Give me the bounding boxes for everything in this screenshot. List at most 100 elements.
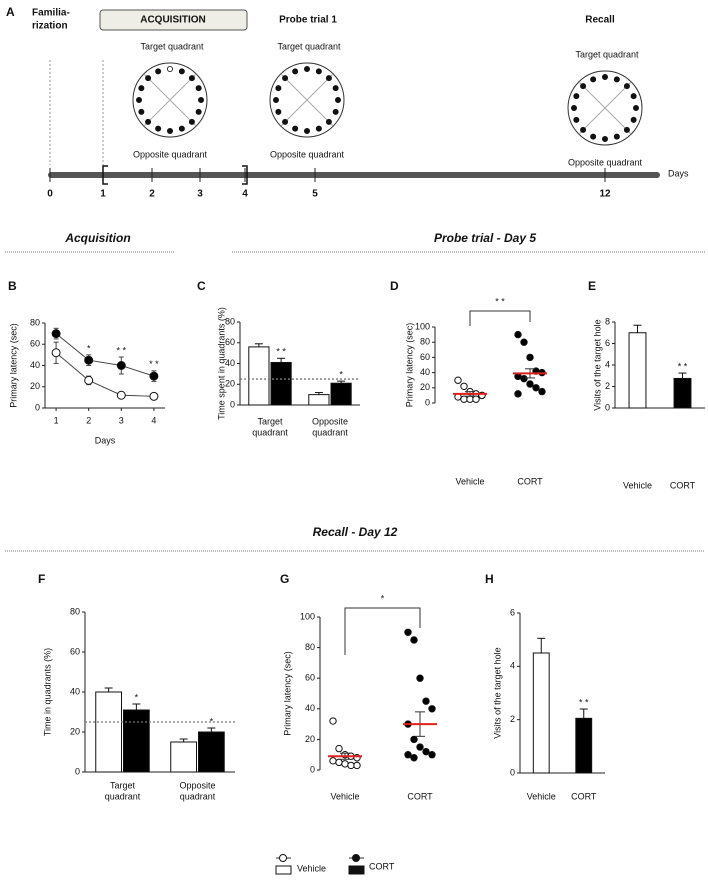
y-tick-label: 40: [30, 360, 40, 370]
maze-hole: [325, 75, 332, 82]
y-tick-label: 40: [225, 358, 235, 368]
x-tick-label: quadrant: [312, 427, 348, 437]
maze-hole: [630, 116, 637, 123]
significance-bracket: [469, 310, 531, 326]
data-point: [422, 747, 430, 756]
data-point: [84, 375, 94, 385]
bar: [170, 741, 197, 773]
significance: * *: [579, 697, 589, 707]
maze-hole: [166, 66, 173, 73]
axis-label: Days: [668, 168, 689, 178]
maze-hole: [292, 125, 299, 132]
day-label: 4: [242, 189, 248, 200]
maze-hole: [580, 83, 587, 90]
panel-label: B: [8, 279, 17, 293]
data-point: [51, 348, 61, 358]
x-tick-label: Opposite: [312, 416, 348, 426]
panel-label: F: [38, 572, 45, 586]
maze-hole: [303, 127, 310, 134]
bar: [308, 394, 330, 406]
section-title: Acquisition: [64, 231, 130, 245]
section-title: Recall - Day 12: [313, 525, 398, 539]
maze-hole: [573, 116, 580, 123]
maze-label: Opposite quadrant: [270, 149, 345, 159]
maze-hole: [138, 108, 145, 115]
maze-hole: [315, 125, 322, 132]
stage-label: Familia-: [32, 8, 70, 19]
y-tick-label: 80: [420, 337, 430, 347]
y-tick-label: 40: [420, 367, 430, 377]
maze-hole: [613, 133, 620, 140]
y-axis-label: Time in quadrants (%): [42, 648, 52, 736]
data-point: [460, 382, 468, 390]
maze-hole: [155, 68, 162, 75]
maze-hole: [155, 125, 162, 132]
stage-label: Probe trial 1: [279, 15, 337, 26]
x-tick-label: CORT: [670, 480, 696, 490]
maze-label: Target quadrant: [277, 41, 341, 51]
maze-hole: [188, 118, 195, 125]
y-axis-label: Visits of the target hole: [592, 319, 602, 410]
stage-label: ACQUISITION: [140, 15, 206, 26]
maze-hole: [178, 125, 185, 132]
y-tick-label: 0: [310, 764, 315, 774]
series-line: [55, 352, 154, 397]
y-tick-label: 80: [225, 316, 235, 326]
maze-hole: [630, 93, 637, 100]
y-tick-label: 0: [510, 767, 515, 777]
maze-hole: [135, 97, 142, 104]
data-point: [353, 761, 361, 770]
data-point: [410, 735, 418, 744]
data-point: [526, 353, 534, 362]
data-point: [520, 374, 528, 383]
data-point: [404, 628, 412, 636]
data-point: [514, 390, 522, 398]
maze-hole: [178, 68, 185, 75]
maze-hole: [623, 83, 630, 90]
timeline-bar: [48, 172, 660, 178]
data-point: [410, 754, 418, 762]
bar: [123, 709, 150, 773]
maze-hole: [602, 74, 609, 81]
bar: [628, 332, 647, 409]
legend-marker: [352, 854, 360, 862]
series-line: [55, 333, 155, 377]
y-axis-label: Primary latency (sec): [404, 323, 414, 408]
day-label: 12: [599, 189, 611, 200]
y-tick-label: 60: [420, 352, 430, 362]
y-tick-label: 0: [35, 402, 40, 412]
data-point: [460, 395, 468, 403]
maze-label: Opposite quadrant: [133, 149, 208, 159]
maze-hole: [325, 118, 332, 125]
y-tick-label: 80: [70, 606, 80, 616]
data-point: [329, 757, 337, 765]
bar: [198, 731, 225, 773]
data-point: [335, 758, 343, 767]
section-title: Probe trial - Day 5: [434, 231, 536, 245]
maze-hole: [282, 118, 289, 125]
maze-divider: [280, 73, 334, 127]
panel-label: A: [6, 5, 15, 19]
maze-hole: [334, 97, 341, 104]
maze-hole: [197, 97, 204, 104]
maze-hole: [315, 68, 322, 75]
data-point: [416, 674, 424, 682]
stage-label: Recall: [585, 15, 615, 26]
y-tick-label: 0: [230, 399, 235, 409]
y-axis-label: Primary latency (sec): [8, 323, 18, 408]
data-point: [410, 636, 418, 644]
maze-hole: [571, 105, 578, 112]
maze-hole: [275, 85, 282, 92]
significance: *: [381, 593, 385, 603]
data-point: [538, 387, 546, 396]
data-point: [428, 705, 436, 713]
y-tick-label: 6: [605, 338, 610, 348]
panel-label: G: [280, 572, 289, 586]
data-point: [428, 751, 436, 759]
data-point: [526, 380, 534, 388]
data-point: [472, 395, 480, 403]
day-label: 5: [312, 189, 318, 200]
day-label: 0: [47, 189, 53, 200]
x-tick-label: Vehicle: [455, 476, 484, 486]
